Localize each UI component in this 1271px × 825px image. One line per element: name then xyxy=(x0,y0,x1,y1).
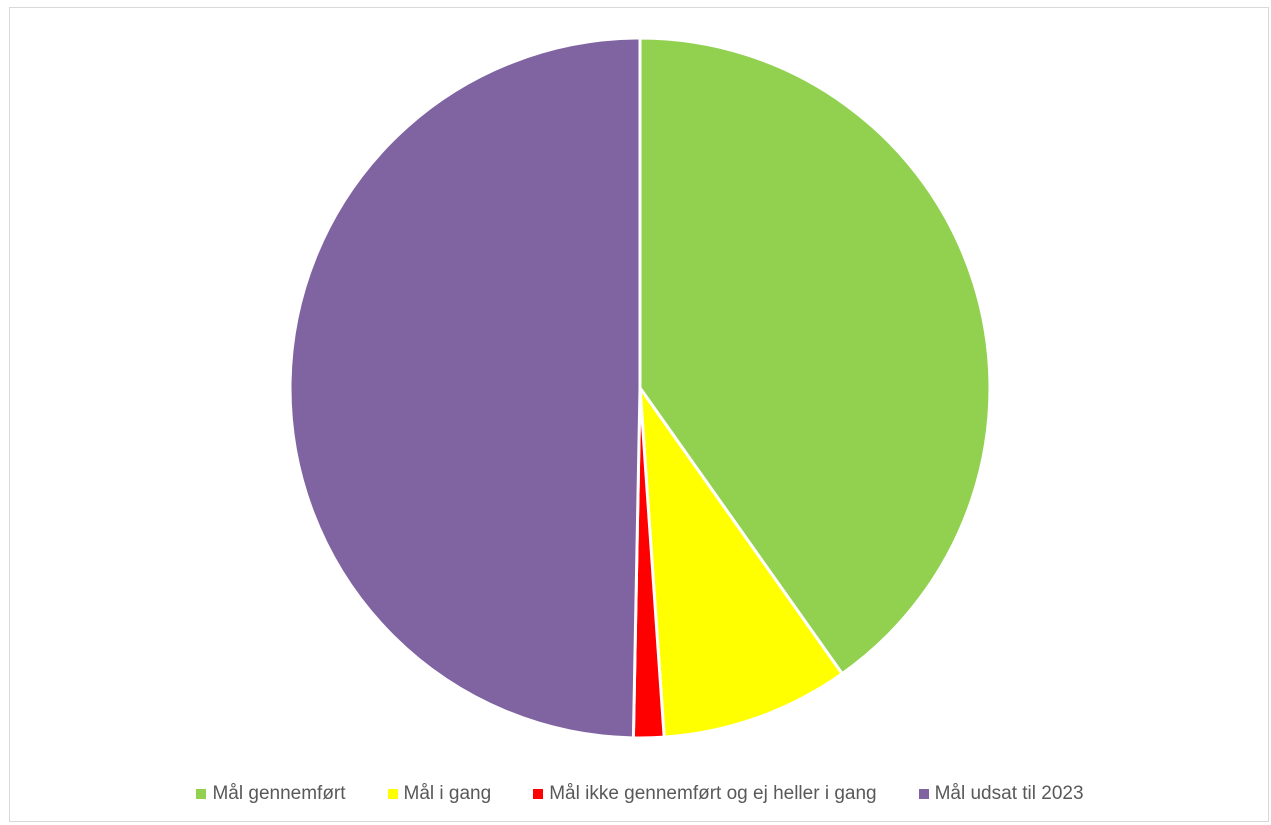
pie-slice-completed xyxy=(638,36,992,676)
pie-slice-postponed xyxy=(288,36,642,740)
legend-label-not-started: Mål ikke gennemført og ej heller i gang xyxy=(549,783,877,804)
legend: Mål gennemført Mål i gang Mål ikke genne… xyxy=(10,783,1270,805)
chart-area: Mål gennemført Mål i gang Mål ikke genne… xyxy=(9,7,1269,822)
pie-slice-in-progress xyxy=(638,386,844,739)
legend-label-completed: Mål gennemført xyxy=(212,783,346,804)
legend-item-in-progress: Mål i gang xyxy=(387,783,492,805)
legend-item-completed: Mål gennemført xyxy=(196,783,346,805)
legend-label-in-progress: Mål i gang xyxy=(403,783,492,804)
legend-item-not-started: Mål ikke gennemført og ej heller i gang xyxy=(533,783,877,805)
legend-swatch-completed xyxy=(196,789,207,799)
legend-swatch-not-started xyxy=(533,789,544,799)
legend-label-postponed: Mål udsat til 2023 xyxy=(934,783,1084,804)
pie-chart xyxy=(288,36,992,740)
legend-swatch-in-progress xyxy=(387,789,398,799)
legend-item-postponed: Mål udsat til 2023 xyxy=(918,783,1084,805)
legend-swatch-postponed xyxy=(918,789,929,799)
